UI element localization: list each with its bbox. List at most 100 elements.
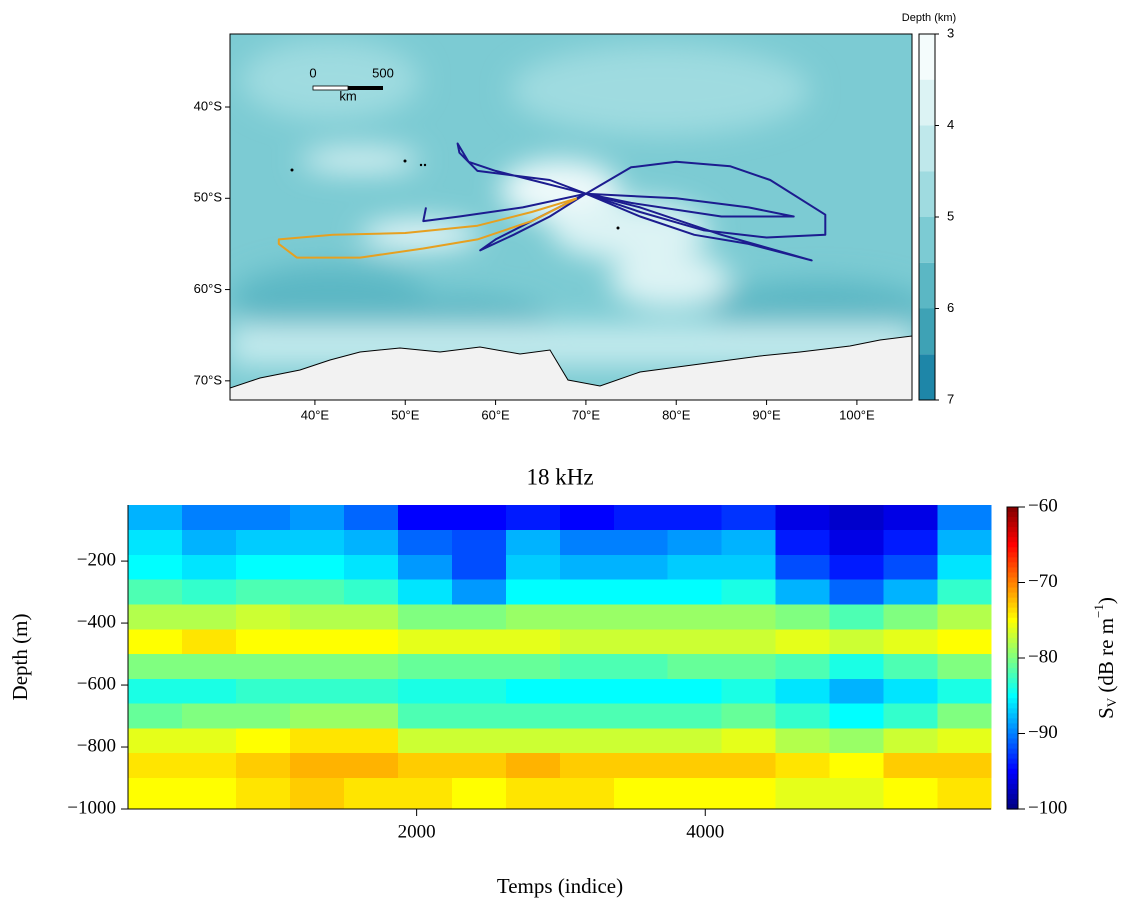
island (290, 168, 294, 172)
cell (128, 629, 183, 655)
cell (883, 703, 939, 729)
colorbar-step (1007, 552, 1018, 558)
cell (613, 753, 669, 779)
y-tick-label: 60°S (194, 281, 223, 296)
cell (883, 604, 939, 630)
cell (343, 629, 399, 655)
island (403, 159, 407, 163)
cell (775, 530, 831, 556)
cell (128, 579, 183, 605)
cell (505, 678, 561, 705)
cell (451, 778, 507, 810)
colorbar-step (1007, 557, 1018, 563)
cell (289, 505, 345, 531)
cell (883, 579, 939, 605)
cell (667, 753, 723, 779)
cell (181, 530, 237, 556)
cell (829, 530, 885, 556)
cell (559, 530, 615, 556)
track (585, 160, 827, 239)
cell (397, 703, 453, 729)
colorbar-step (1007, 768, 1018, 775)
cell (937, 604, 992, 630)
cell (721, 629, 777, 655)
cell (613, 554, 669, 581)
cell (613, 629, 669, 655)
colorbar-unit: (dB re m (1094, 618, 1118, 698)
colorbar-step (1007, 803, 1018, 810)
colorbar-step (1007, 532, 1018, 538)
cell (937, 678, 992, 705)
x-tick-label: 90°E (752, 407, 781, 422)
cell (128, 604, 183, 630)
cell (721, 530, 777, 556)
cell (829, 579, 885, 605)
cell (883, 728, 939, 754)
cell (775, 629, 831, 655)
colorbar-step (1007, 733, 1018, 740)
cell (343, 505, 399, 531)
colorbar-step (1007, 728, 1018, 735)
x-axis-label: Temps (indice) (497, 874, 623, 898)
cell (505, 505, 561, 531)
cell (451, 654, 507, 680)
cell (883, 654, 939, 680)
cell (937, 778, 992, 810)
colorbar-band (919, 171, 935, 217)
cell (613, 579, 669, 605)
cell (235, 703, 291, 729)
y-axis-label: Depth (m) (8, 614, 32, 701)
colorbar-step (1007, 512, 1018, 518)
cell (559, 778, 615, 810)
colorbar-step (1007, 637, 1018, 644)
cell (397, 778, 453, 810)
colorbar-step (1007, 617, 1018, 624)
cell (829, 778, 885, 810)
colorbar-superscript: −1 (1091, 604, 1106, 618)
cell (505, 753, 561, 779)
colorbar-step (1007, 713, 1018, 719)
cell (343, 554, 399, 581)
cell (289, 728, 345, 754)
cell (721, 579, 777, 605)
cell (451, 554, 507, 581)
cell (559, 654, 615, 680)
colorbar-step (1007, 783, 1018, 790)
cell (883, 530, 939, 556)
colorbar-step (1007, 567, 1018, 574)
island (423, 163, 427, 167)
cell (721, 678, 777, 705)
cell (235, 579, 291, 605)
scalebar-label: 500 (372, 65, 394, 80)
colorbar-step (1007, 627, 1018, 634)
heatmap: 18 kHz Temps (indice) Depth (m) SV (dB r… (8, 464, 1119, 898)
colorbar-step (1007, 572, 1018, 579)
antarctica (230, 335, 912, 400)
cell (451, 505, 507, 531)
colorbar-band (919, 217, 935, 263)
cell (289, 530, 345, 556)
colorbar-step (1007, 602, 1018, 609)
y-tick-label: 40°S (194, 98, 223, 113)
cell (397, 505, 453, 531)
cell (343, 778, 399, 810)
cell (937, 753, 992, 779)
colorbar-tick-label: −100 (1028, 797, 1067, 818)
colorbar-step (1007, 668, 1018, 674)
cell (289, 579, 345, 605)
cell (721, 505, 777, 531)
cell (775, 505, 831, 531)
cell (829, 678, 885, 705)
cell (775, 678, 831, 705)
y-tick-label: −1000 (67, 797, 116, 818)
cell (937, 703, 992, 729)
scalebar-unit: km (339, 88, 356, 103)
colorbar-step (1007, 708, 1018, 714)
cell (667, 554, 723, 581)
cell (721, 703, 777, 729)
cell (289, 604, 345, 630)
cell (181, 778, 237, 810)
colorbar-tick-label: 7 (947, 391, 954, 406)
cell (128, 654, 183, 680)
